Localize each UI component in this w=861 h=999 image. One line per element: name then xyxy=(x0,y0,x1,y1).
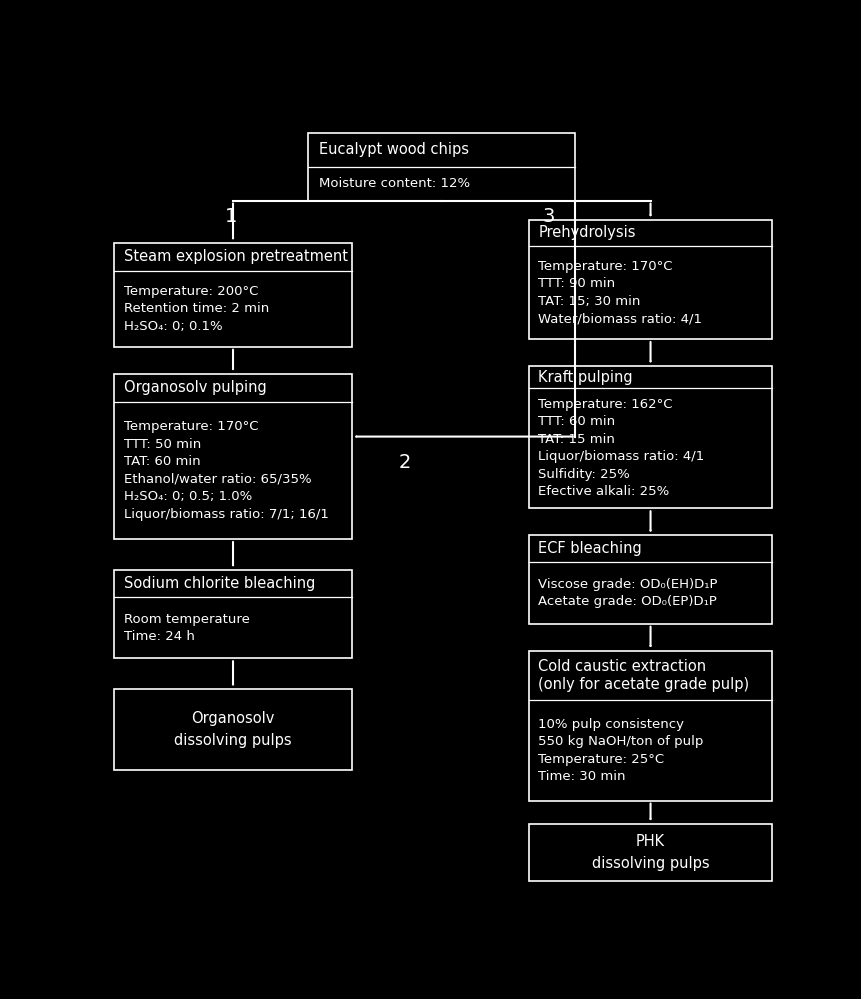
Text: Room temperature
Time: 24 h: Room temperature Time: 24 h xyxy=(124,612,250,643)
Text: Organosolv
dissolving pulps: Organosolv dissolving pulps xyxy=(174,711,292,748)
Text: 3: 3 xyxy=(542,207,554,226)
Text: PHK
dissolving pulps: PHK dissolving pulps xyxy=(591,834,709,871)
Text: Eucalypt wood chips: Eucalypt wood chips xyxy=(319,143,468,158)
Text: Prehydrolysis: Prehydrolysis xyxy=(538,226,635,241)
Bar xyxy=(115,374,351,539)
Text: Moisture content: 12%: Moisture content: 12% xyxy=(319,177,469,190)
Text: Temperature: 200°C
Retention time: 2 min
H₂SO₄: 0; 0.1%: Temperature: 200°C Retention time: 2 min… xyxy=(124,285,269,333)
Bar xyxy=(528,366,771,508)
Bar xyxy=(115,689,351,770)
Bar xyxy=(528,535,771,623)
Bar xyxy=(115,569,351,658)
Text: 1: 1 xyxy=(225,207,238,226)
Text: Viscose grade: OD₀(EH)D₁P
Acetate grade: OD₀(EP)D₁P: Viscose grade: OD₀(EH)D₁P Acetate grade:… xyxy=(538,577,717,608)
Bar xyxy=(528,824,771,881)
Text: Sodium chlorite bleaching: Sodium chlorite bleaching xyxy=(124,576,315,591)
Text: Temperature: 162°C
TTT: 60 min
TAT: 15 min
Liquor/biomass ratio: 4/1
Sulfidity: : Temperature: 162°C TTT: 60 min TAT: 15 m… xyxy=(538,398,703,499)
Text: Kraft pulping: Kraft pulping xyxy=(538,370,632,385)
Text: Steam explosion pretreatment: Steam explosion pretreatment xyxy=(124,250,348,265)
Text: Temperature: 170°C
TTT: 50 min
TAT: 60 min
Ethanol/water ratio: 65/35%
H₂SO₄: 0;: Temperature: 170°C TTT: 50 min TAT: 60 m… xyxy=(124,421,328,520)
Text: 2: 2 xyxy=(399,453,411,472)
Bar xyxy=(528,220,771,339)
Bar xyxy=(115,243,351,347)
Text: ECF bleaching: ECF bleaching xyxy=(538,541,641,556)
Text: Cold caustic extraction
(only for acetate grade pulp): Cold caustic extraction (only for acetat… xyxy=(538,659,748,691)
Bar xyxy=(528,650,771,800)
Text: Organosolv pulping: Organosolv pulping xyxy=(124,381,266,396)
Text: Temperature: 170°C
TTT: 90 min
TAT: 15; 30 min
Water/biomass ratio: 4/1: Temperature: 170°C TTT: 90 min TAT: 15; … xyxy=(538,260,702,326)
Bar xyxy=(308,133,575,201)
Text: 10% pulp consistency
550 kg NaOH/ton of pulp
Temperature: 25°C
Time: 30 min: 10% pulp consistency 550 kg NaOH/ton of … xyxy=(538,717,703,783)
